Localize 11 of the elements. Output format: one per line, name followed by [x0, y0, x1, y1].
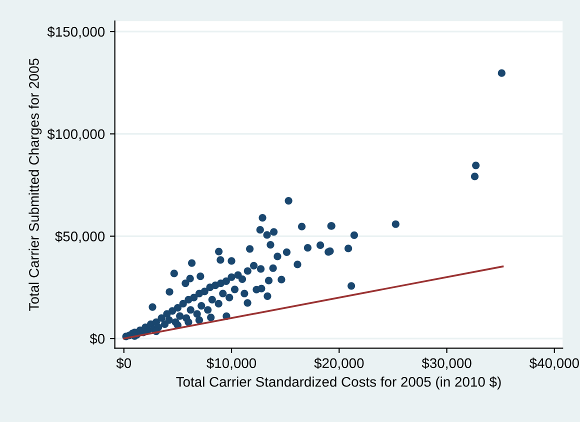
x-axis-title: Total Carrier Standardized Costs for 2005 (in 2010 $) — [176, 376, 501, 390]
y-tick-label: $50,000 — [55, 230, 105, 244]
x-tick-label: $30,000 — [422, 358, 472, 370]
y-tick-label: $0 — [90, 333, 105, 345]
x-tick-label: $10,000 — [206, 358, 256, 370]
y-axis-title: Total Carrier Submitted Charges for 2005 — [28, 58, 42, 311]
y-tick-label: $150,000 — [47, 26, 105, 38]
x-tick-label: $40,000 — [529, 358, 579, 370]
y-tick-label: $100,000 — [47, 128, 105, 141]
x-tick-label: $20,000 — [314, 358, 364, 370]
x-tick-label: $0 — [116, 358, 132, 369]
